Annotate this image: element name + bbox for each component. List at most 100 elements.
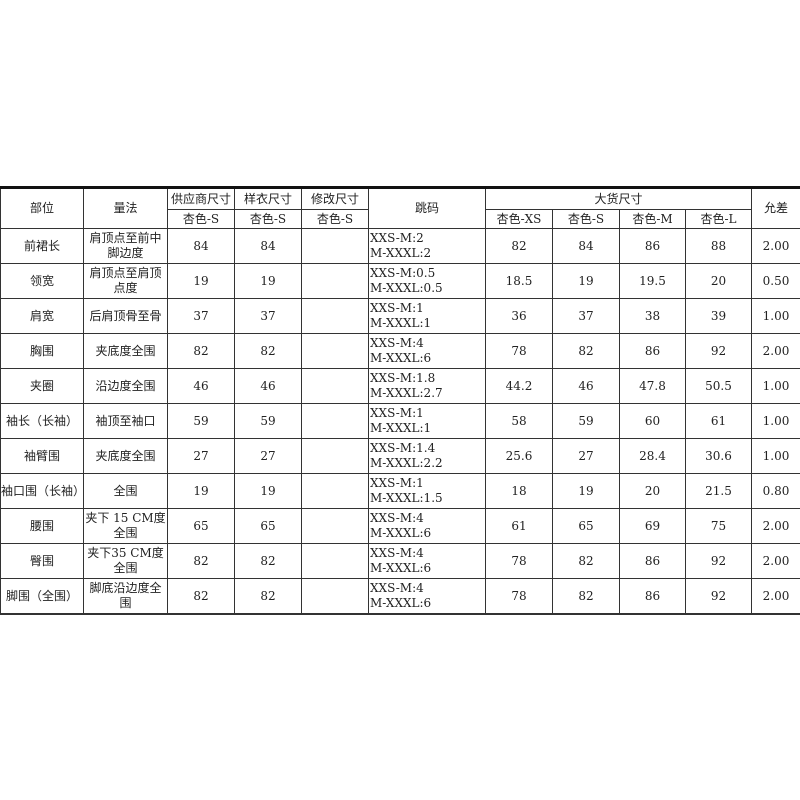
cell-method: 夹下35 CM度全围 <box>83 543 168 579</box>
grading-line: XXS-M:0.5 <box>370 266 436 280</box>
cell-revised <box>301 438 369 474</box>
header-supplier: 供应商尺寸 <box>167 187 235 210</box>
cell-xs: 18.5 <box>485 263 553 299</box>
table-row: 臀围 夹下35 CM度全围 82 82 XXS-M:4 M-XXXL:6 78 82 86 92 2… <box>0 543 800 579</box>
grading-line: XXS-M:1 <box>370 476 424 490</box>
cell-sample: 27 <box>234 438 302 474</box>
cell-m: 69 <box>619 508 686 544</box>
cell-s: 59 <box>552 403 620 439</box>
cell-revised <box>301 368 369 404</box>
cell-part: 肩宽 <box>0 298 84 334</box>
cell-sample: 19 <box>234 263 302 299</box>
cell-supplier: 84 <box>167 228 235 264</box>
grading-line: XXS-M:1.4 <box>370 441 436 455</box>
grading-line: M-XXXL:6 <box>370 561 432 575</box>
table-row: 胸围 夹底度全围 82 82 XXS-M:4 M-XXXL:6 78 82 86 92 2.00 <box>0 333 800 369</box>
table-row: 夹圈 沿边度全围 46 46 XXS-M:1.8 M-XXXL:2.7 44.2 46 47.8… <box>0 368 800 404</box>
cell-s: 65 <box>552 508 620 544</box>
cell-grading: XXS-M:4 M-XXXL:6 <box>368 578 486 615</box>
cell-method: 夹底度全围 <box>83 333 168 369</box>
cell-grading: XXS-M:1 M-XXXL:1 <box>368 403 486 439</box>
cell-tol: 2.00 <box>751 543 800 579</box>
cell-sample: 46 <box>234 368 302 404</box>
cell-supplier: 27 <box>167 438 235 474</box>
table-row: 脚围（全围） 脚底沿边度全围 82 82 XXS-M:4 M-XXXL:6 78 82 86 92… <box>0 578 800 615</box>
cell-grading: XXS-M:1.4 M-XXXL:2.2 <box>368 438 486 474</box>
cell-m: 20 <box>619 473 686 509</box>
subheader-bulk-l: 杏色-L <box>684 209 753 229</box>
header-sample: 样衣尺寸 <box>234 187 302 210</box>
cell-supplier: 82 <box>167 333 235 369</box>
cell-m: 19.5 <box>619 263 686 299</box>
subheader-row: 杏色-S 杏色-S 杏色-S 杏色-XS 杏色-S 杏色-M 杏色-L <box>1 209 800 229</box>
cell-grading: XXS-M:1 M-XXXL:1.5 <box>368 473 486 509</box>
cell-sample: 65 <box>234 508 302 544</box>
grading-line: M-XXXL:1 <box>370 316 432 330</box>
grading-line: M-XXXL:1.5 <box>370 491 443 505</box>
header-tolerance: 允差 <box>751 187 800 229</box>
cell-l: 39 <box>684 298 753 334</box>
cell-method: 沿边度全围 <box>83 368 168 404</box>
cell-xs: 25.6 <box>485 438 553 474</box>
cell-method: 后肩顶骨至骨 <box>83 298 168 334</box>
cell-supplier: 37 <box>167 298 235 334</box>
cell-revised <box>301 228 369 264</box>
cell-grading: XXS-M:1.8 M-XXXL:2.7 <box>368 368 486 404</box>
cell-s: 82 <box>552 333 620 369</box>
cell-grading: XXS-M:4 M-XXXL:6 <box>368 333 486 369</box>
cell-supplier: 82 <box>167 578 235 615</box>
grading-line: XXS-M:1.8 <box>370 371 436 385</box>
cell-part: 腰围 <box>0 508 84 544</box>
cell-m: 38 <box>619 298 686 334</box>
header-method: 量法 <box>83 187 168 229</box>
cell-part: 前裙长 <box>0 228 84 264</box>
cell-tol: 2.00 <box>751 508 800 544</box>
cell-s: 84 <box>552 228 620 264</box>
cell-tol: 1.00 <box>751 298 800 334</box>
table-row: 腰围 夹下 15 CM度全围 65 65 XXS-M:4 M-XXXL:6 61 65 69 75… <box>0 508 800 544</box>
cell-sample: 82 <box>234 543 302 579</box>
cell-part: 脚围（全围） <box>0 578 84 615</box>
cell-method: 肩顶点至肩顶点度 <box>83 263 168 299</box>
cell-part: 袖臂围 <box>0 438 84 474</box>
cell-revised <box>301 298 369 334</box>
cell-xs: 61 <box>485 508 553 544</box>
cell-grading: XXS-M:2 M-XXXL:2 <box>368 228 486 264</box>
grading-line: M-XXXL:6 <box>370 526 432 540</box>
cell-sample: 84 <box>234 228 302 264</box>
cell-part: 领宽 <box>0 263 84 299</box>
cell-s: 37 <box>552 298 620 334</box>
cell-sample: 82 <box>234 578 302 615</box>
cell-m: 60 <box>619 403 686 439</box>
cell-revised <box>301 508 369 544</box>
cell-supplier: 65 <box>167 508 235 544</box>
table-row: 袖长（长袖） 袖顶至袖口 59 59 XXS-M:1 M-XXXL:1 58 59 60 61 1.… <box>0 403 800 439</box>
subheader-revised: 杏色-S <box>301 209 369 229</box>
grading-line: M-XXXL:6 <box>370 351 432 365</box>
cell-method: 脚底沿边度全围 <box>83 578 168 615</box>
cell-l: 21.5 <box>684 473 753 509</box>
size-spec-table: 部位 量法 供应商尺寸 样衣尺寸 修改尺寸 跳码 大货尺寸 允差 杏色-S 杏色… <box>0 186 800 615</box>
grading-line: M-XXXL:6 <box>370 596 432 610</box>
table-body: 前裙长 肩顶点至前中脚边度 84 84 XXS-M:2 M-XXXL:2 82 84 86 88 2… <box>0 228 800 615</box>
header-bulk: 大货尺寸 <box>484 187 753 210</box>
cell-sample: 59 <box>234 403 302 439</box>
cell-supplier: 19 <box>167 473 235 509</box>
cell-tol: 2.00 <box>751 578 800 615</box>
cell-l: 61 <box>684 403 753 439</box>
cell-revised <box>301 578 369 615</box>
cell-s: 82 <box>552 543 620 579</box>
cell-tol: 1.00 <box>751 403 800 439</box>
cell-supplier: 19 <box>167 263 235 299</box>
cell-method: 袖顶至袖口 <box>83 403 168 439</box>
cell-sample: 37 <box>234 298 302 334</box>
cell-xs: 82 <box>485 228 553 264</box>
cell-s: 46 <box>552 368 620 404</box>
cell-grading: XXS-M:4 M-XXXL:6 <box>368 508 486 544</box>
subheader-bulk-s: 杏色-S <box>552 209 620 229</box>
table-row: 前裙长 肩顶点至前中脚边度 84 84 XXS-M:2 M-XXXL:2 82 84 86 88 2… <box>0 228 800 264</box>
grading-line: M-XXXL:1 <box>370 421 432 435</box>
cell-method: 夹底度全围 <box>83 438 168 474</box>
cell-xs: 78 <box>485 578 553 615</box>
cell-xs: 78 <box>485 543 553 579</box>
